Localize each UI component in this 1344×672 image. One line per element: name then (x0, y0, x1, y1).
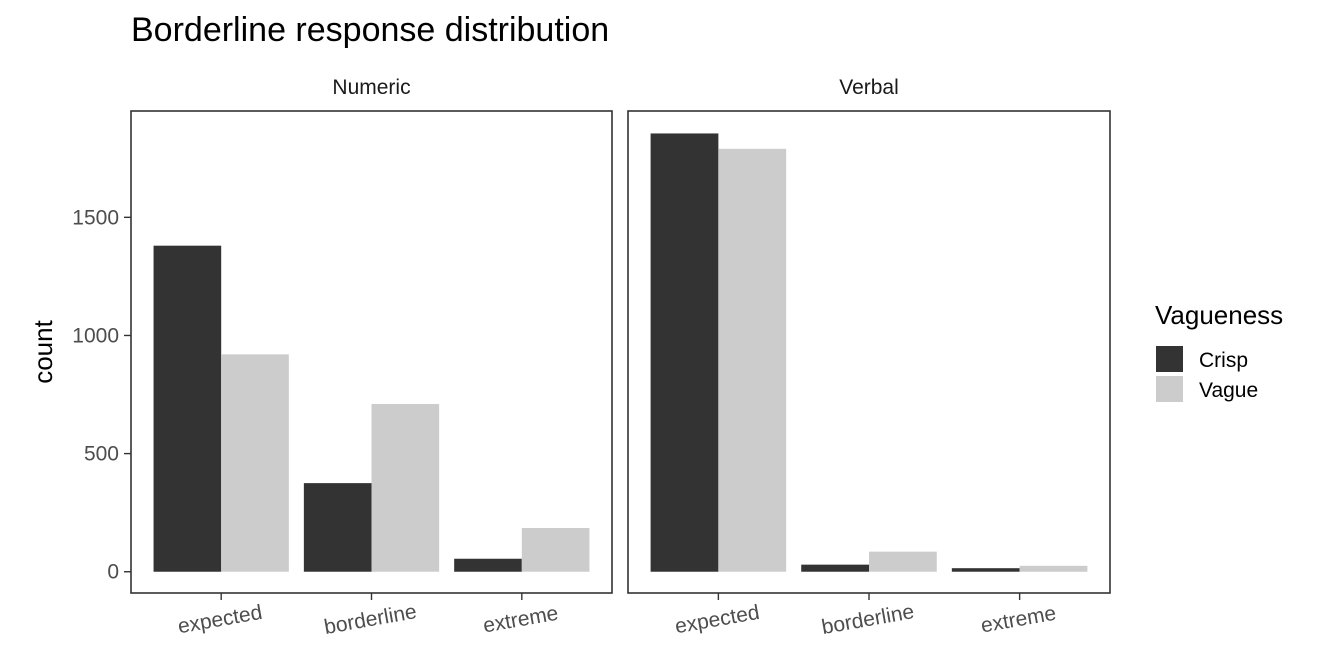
bar-verbal-expected-vague (718, 148, 787, 572)
bar-numeric-borderline-vague (371, 403, 440, 572)
chart-title: Borderline response distribution (131, 11, 609, 49)
bar-verbal-extreme-vague (1019, 565, 1088, 572)
legend-label-vague: Vague (1199, 379, 1258, 402)
facet-strip-verbal: Verbal (839, 76, 899, 99)
panel-border-verbal (627, 110, 1111, 594)
bar-numeric-extreme-crisp (454, 558, 522, 572)
y-tick-label-1000: 1000 (72, 324, 119, 347)
bar-numeric-expected-vague (221, 354, 289, 572)
legend-title: Vagueness (1155, 300, 1283, 330)
legend-key-vague (1156, 376, 1183, 402)
bar-verbal-borderline-crisp (801, 564, 869, 572)
panel-border-numeric (130, 110, 613, 594)
y-axis-title: count (28, 319, 58, 383)
plot-layer: Numeric expected borderline extreme Verbal ex… (72, 76, 1111, 639)
y-tick-label-500: 500 (84, 443, 119, 466)
bar-numeric-extreme-vague (521, 528, 590, 572)
x-tick-label-numeric-borderline: borderline (322, 600, 418, 639)
legend: Vagueness Crisp Vague (1155, 300, 1283, 402)
bar-numeric-expected-crisp (153, 245, 222, 572)
legend-key-crisp (1156, 346, 1183, 372)
x-tick-label-numeric-extreme: extreme (481, 602, 560, 638)
facet-strip-numeric: Numeric (332, 76, 410, 99)
x-tick-label-verbal-extreme: extreme (979, 602, 1058, 638)
bar-verbal-borderline-vague (869, 551, 937, 572)
bar-verbal-expected-crisp (650, 133, 719, 572)
legend-label-crisp: Crisp (1199, 349, 1248, 372)
x-tick-label-verbal-expected: expected (673, 601, 761, 638)
bar-verbal-extreme-crisp (951, 568, 1020, 572)
bar-numeric-borderline-crisp (303, 483, 372, 572)
y-tick-label-1500: 1500 (72, 206, 119, 229)
y-tick-label-0: 0 (107, 561, 119, 584)
x-tick-label-verbal-borderline: borderline (820, 600, 916, 639)
x-tick-label-numeric-expected: expected (176, 601, 264, 638)
